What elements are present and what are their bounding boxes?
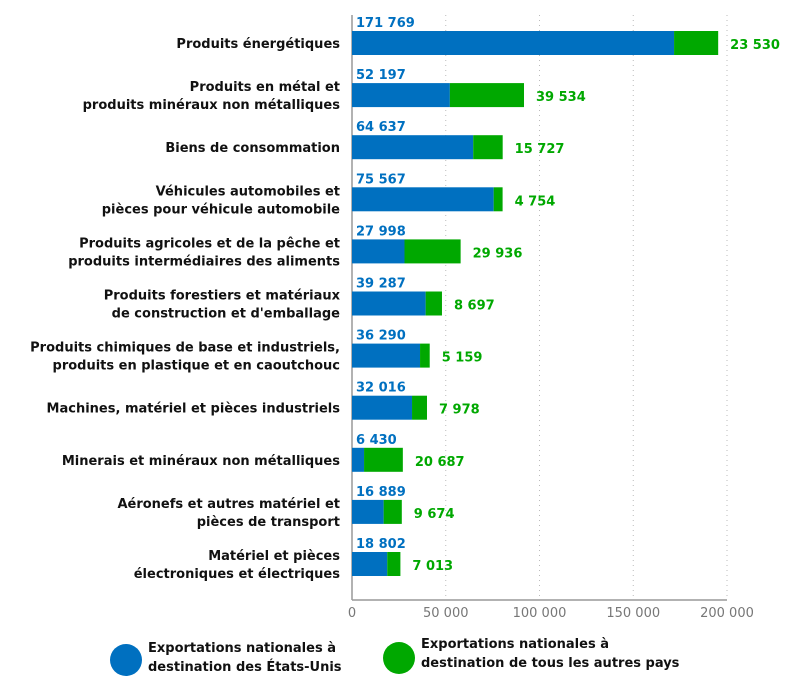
category-label: électroniques et électriques: [134, 567, 341, 582]
bar-us: [352, 187, 494, 212]
category-label: produits minéraux non métalliques: [83, 98, 341, 113]
value-label-us: 171 769: [356, 16, 415, 31]
category-label: Minerais et minéraux non métalliques: [62, 454, 340, 469]
value-label-us: 75 567: [356, 172, 406, 187]
bar-us: [352, 395, 413, 420]
category-label: Produits agricoles et de la pêche et: [79, 236, 340, 251]
value-label-other: 5 159: [442, 351, 483, 366]
bar-other: [412, 395, 427, 420]
category-label: Machines, matériel et pièces industriels: [47, 402, 341, 417]
value-label-other: 9 674: [414, 507, 455, 522]
category-label: pièces de transport: [197, 515, 340, 530]
bar-other: [387, 552, 401, 576]
category-label: de construction et d'emballage: [112, 307, 341, 322]
bar-us: [352, 343, 421, 368]
value-label-us: 64 637: [356, 120, 406, 135]
value-label-other: 15 727: [515, 142, 565, 157]
value-label-us: 27 998: [356, 224, 406, 239]
x-tick-label: 0: [348, 606, 356, 621]
category-label: Produits en métal et: [190, 80, 340, 95]
x-tick-label: 100 000: [513, 606, 567, 621]
category-label: produits intermédiaires des aliments: [68, 254, 340, 269]
value-label-other: 4 754: [515, 194, 556, 209]
legend-swatch: [383, 642, 415, 674]
value-label-us: 32 016: [356, 381, 406, 396]
value-label-other: 39 534: [536, 90, 586, 105]
value-label-us: 6 430: [356, 433, 397, 448]
x-tick-label: 200 000: [700, 606, 754, 621]
value-label-us: 52 197: [356, 68, 406, 83]
category-label: pièces pour véhicule automobile: [102, 202, 340, 217]
bar-us: [352, 552, 388, 576]
value-label-other: 7 013: [412, 559, 453, 574]
x-tick-label: 50 000: [423, 606, 469, 621]
bar-us: [352, 239, 405, 264]
bar-us: [352, 447, 365, 472]
bar-other: [420, 343, 430, 368]
bar-us: [352, 83, 450, 108]
value-label-other: 8 697: [454, 299, 495, 314]
value-label-us: 39 287: [356, 277, 406, 292]
bar-us: [352, 291, 426, 316]
value-label-us: 36 290: [356, 329, 406, 344]
value-label-other: 20 687: [415, 455, 465, 470]
bar-other: [383, 499, 402, 524]
bar-other: [404, 239, 461, 264]
legend-label: destination des États-Unis: [148, 659, 342, 675]
category-label: produits en plastique et en caoutchouc: [53, 359, 340, 374]
value-label-us: 16 889: [356, 485, 406, 500]
value-label-other: 23 530: [730, 38, 780, 53]
value-label-other: 7 978: [439, 403, 480, 418]
value-label-us: 18 802: [356, 537, 406, 552]
bar-other: [473, 135, 503, 160]
bar-other: [674, 31, 719, 55]
category-label: Produits forestiers et matériaux: [104, 289, 341, 304]
bar-other: [449, 83, 524, 108]
legend-swatch: [110, 644, 142, 676]
x-tick-label: 150 000: [606, 606, 660, 621]
legend-label: destination de tous les autres pays: [421, 656, 680, 671]
bar-other: [493, 187, 503, 212]
category-label: Aéronefs et autres matériel et: [117, 497, 340, 512]
bar-us: [352, 135, 474, 160]
bar-us: [352, 499, 384, 524]
category-label: Véhicules automobiles et: [156, 184, 340, 199]
legend-label: Exportations nationales à: [148, 641, 336, 656]
category-label: Matériel et pièces: [208, 549, 340, 564]
category-label: Biens de consommation: [165, 141, 340, 156]
bar-other: [425, 291, 442, 316]
category-label: Produits énergétiques: [176, 37, 340, 52]
bar-other: [364, 447, 403, 472]
legend-label: Exportations nationales à: [421, 637, 609, 652]
bar-us: [352, 31, 675, 55]
value-label-other: 29 936: [473, 246, 523, 261]
category-label: Produits chimiques de base et industriel…: [30, 341, 340, 356]
